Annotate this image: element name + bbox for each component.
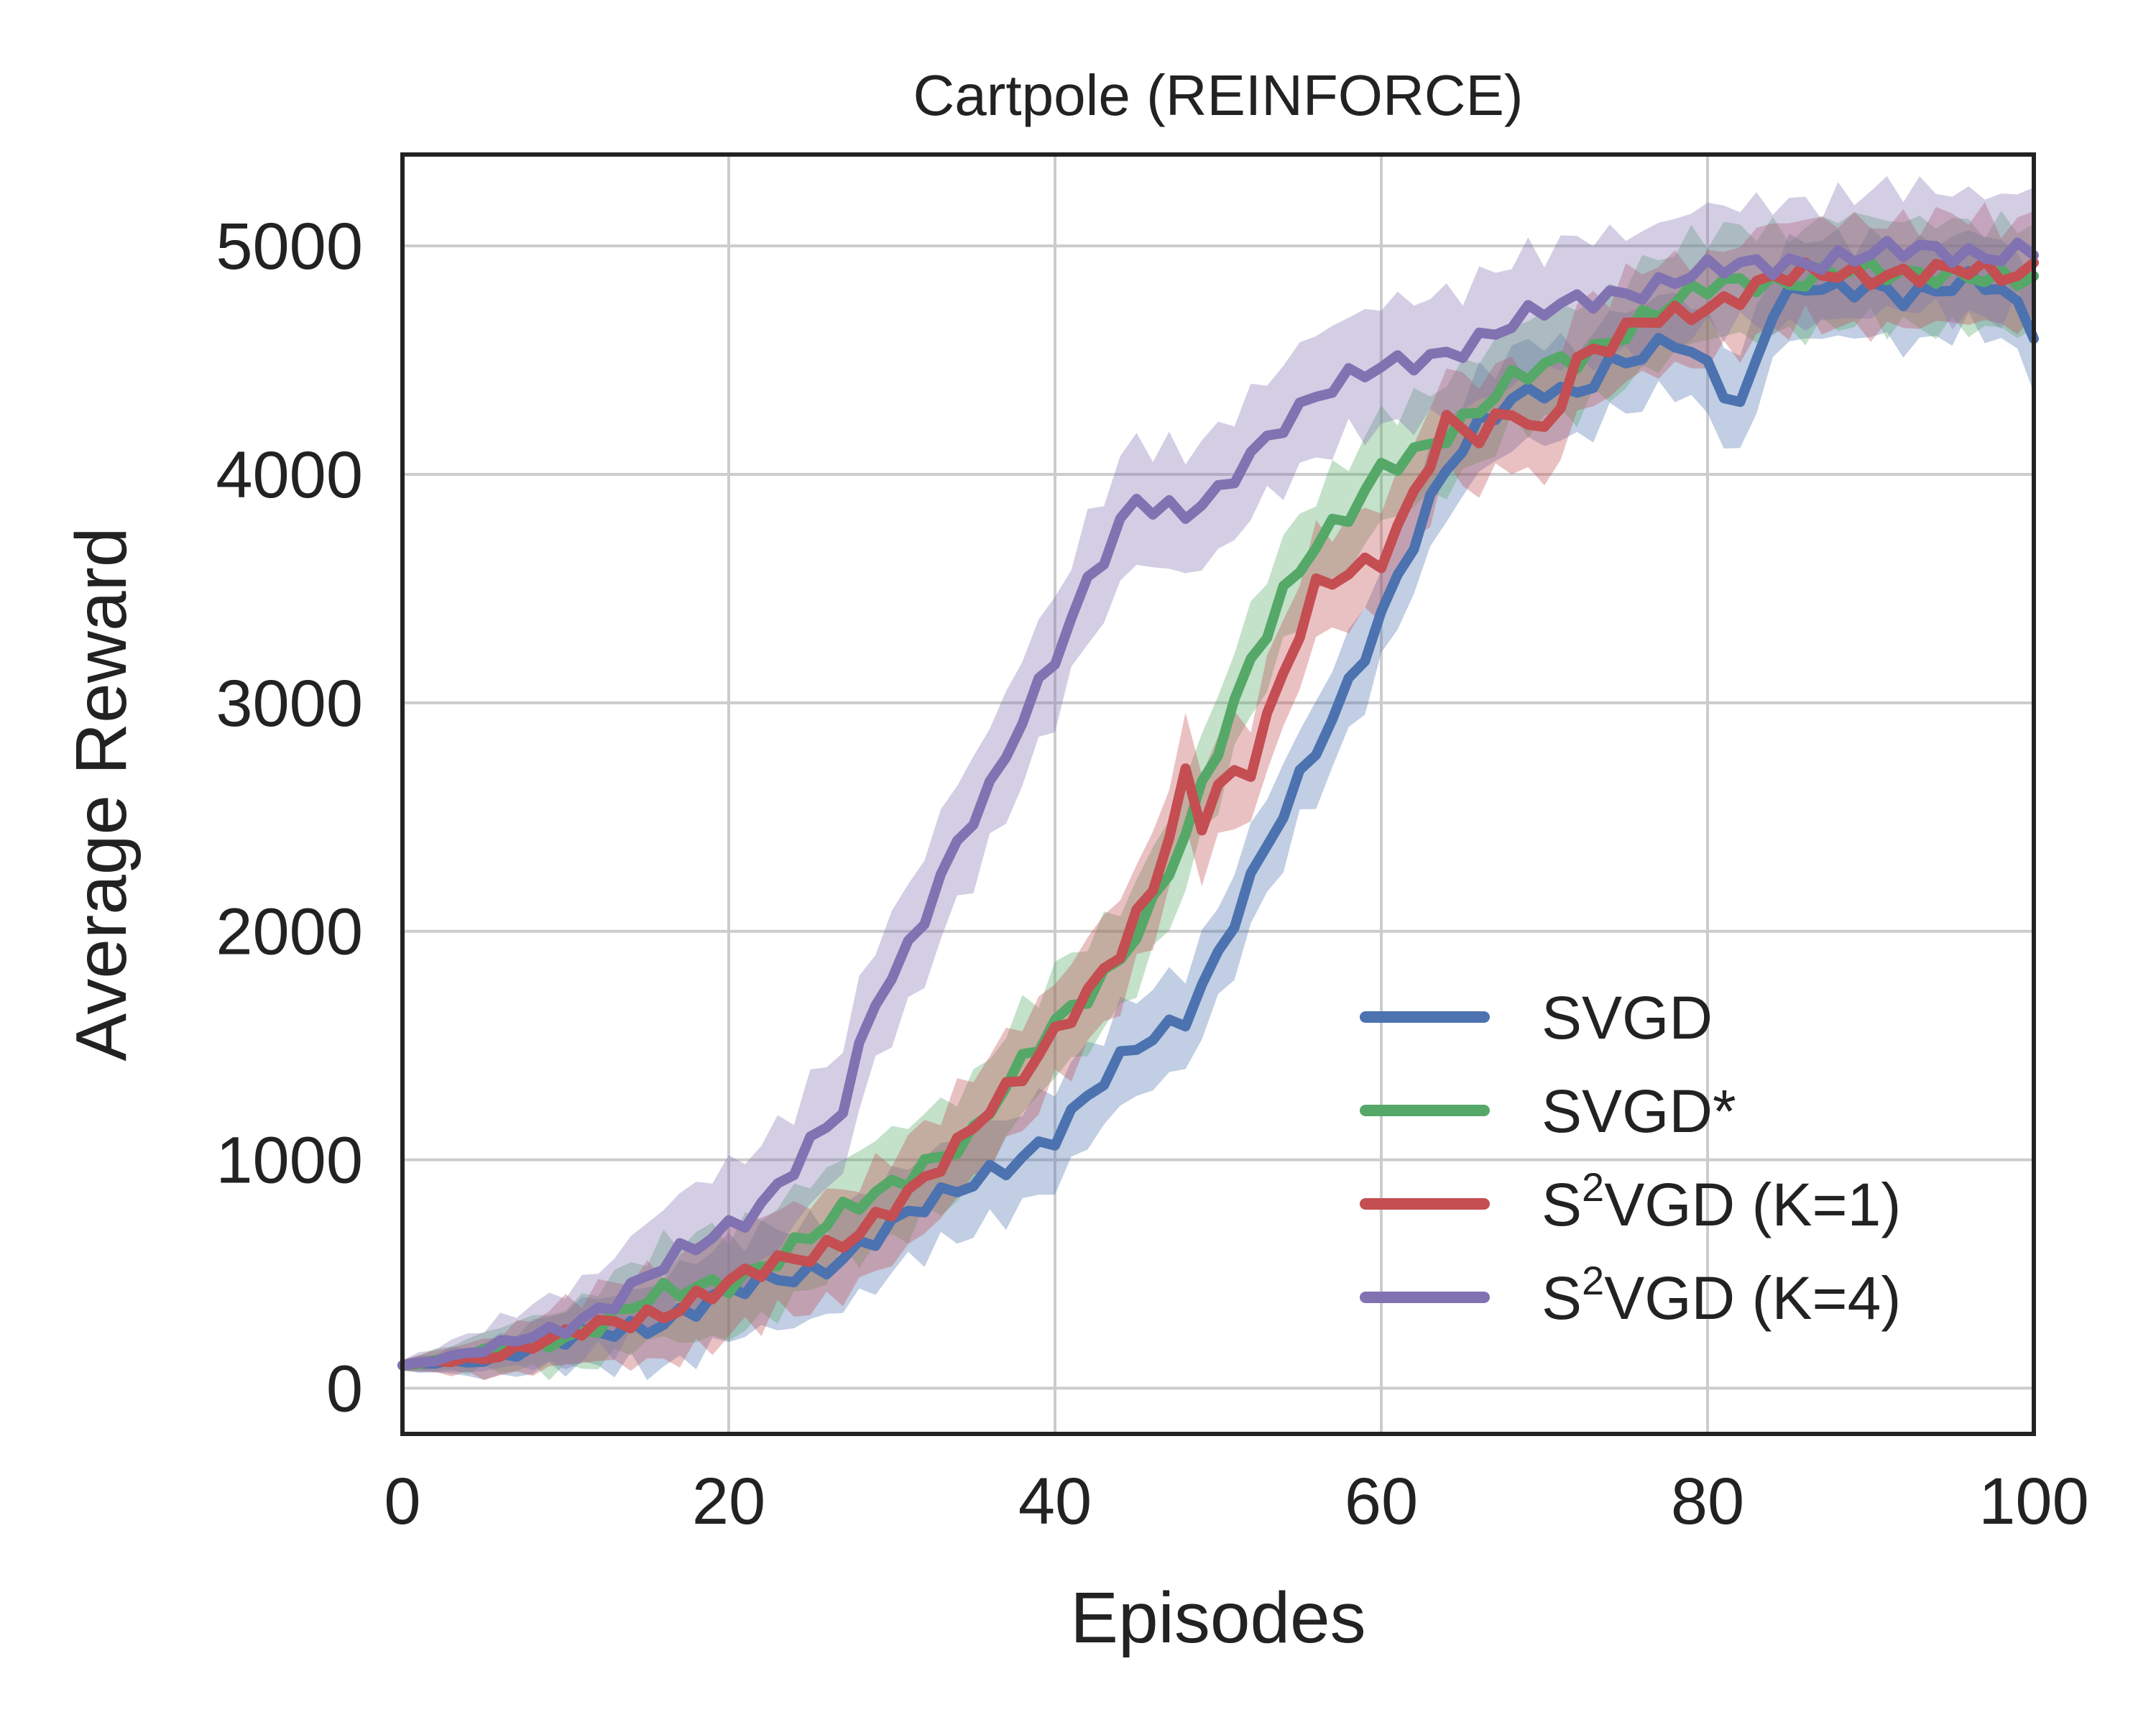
y-axis-ticks: 0 1000 2000 3000 4000 5000 (216, 210, 363, 1425)
y-tick-label: 5000 (216, 210, 363, 283)
y-tick-label: 2000 (216, 896, 363, 969)
y-tick-label: 0 (326, 1352, 363, 1425)
legend-label-2: SVGD* (1542, 1077, 1736, 1145)
legend: SVGD SVGD* S2VGD (K=1) S2VGD (K=4) (1360, 984, 1901, 1332)
x-tick-label: 20 (692, 1465, 765, 1538)
x-tick-label: 0 (384, 1465, 420, 1538)
series-lines (397, 236, 2039, 1371)
y-tick-label: 3000 (216, 667, 363, 740)
y-tick-label: 4000 (216, 438, 363, 512)
y-axis-label: Average Reward (61, 527, 142, 1061)
x-axis-label: Episodes (1070, 1578, 1365, 1658)
plot-frame (400, 152, 2036, 1436)
chart-title: Cartpole (REINFORCE) (913, 63, 1523, 127)
x-tick-label: 40 (1018, 1465, 1092, 1538)
legend-label-3: S2VGD (K=1) (1542, 1164, 1901, 1238)
grid-lines (401, 155, 2035, 1434)
legend-label-1: SVGD (1542, 984, 1713, 1052)
series-line-4 (397, 236, 2039, 1371)
series-line-3 (397, 256, 2039, 1371)
legend-label-4: S2VGD (K=4) (1542, 1258, 1901, 1332)
series-line-2 (397, 257, 2039, 1371)
x-tick-label: 60 (1345, 1465, 1418, 1538)
x-tick-label: 100 (1978, 1465, 2089, 1538)
y-tick-label: 1000 (216, 1124, 363, 1197)
x-tick-label: 80 (1671, 1465, 1744, 1538)
band-4 (402, 176, 2034, 1373)
x-axis-ticks: 0 20 40 60 80 100 (384, 1465, 2088, 1538)
